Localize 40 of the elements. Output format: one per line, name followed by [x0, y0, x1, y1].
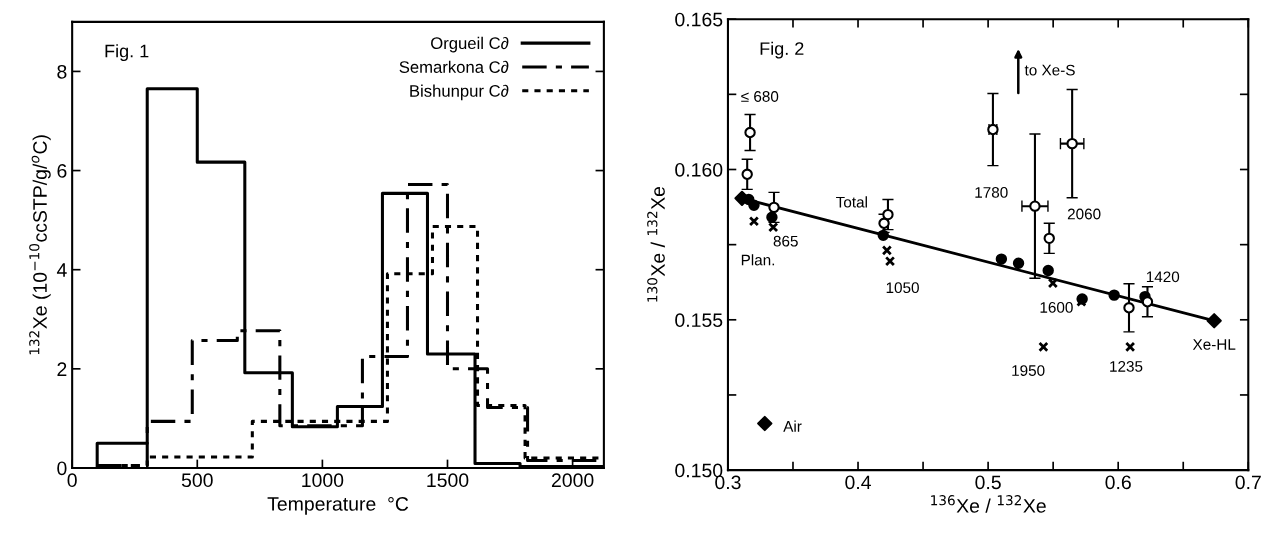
annotation: Fig. 1 — [105, 44, 149, 61]
y-axis-title: $^{130}$Xe / $^{132}$Xe — [647, 186, 665, 302]
y-tick-label: 4 — [56, 263, 67, 277]
x-axis-title: Temperature °C — [267, 497, 409, 515]
annotation: Xe-HL — [1192, 339, 1236, 350]
annotation: ≤ 680 — [741, 91, 779, 102]
legend-label: Bishunpur C∂ — [410, 84, 509, 101]
annotation: Fig. 2 — [760, 41, 804, 59]
y-tick-label: 0.165 — [675, 12, 723, 27]
x-tick-label: 0.4 — [845, 475, 871, 490]
annotation: to Xe-S — [1024, 64, 1075, 76]
y-tick-label: 8 — [57, 64, 67, 79]
x-tick-label: 0.7 — [1235, 475, 1261, 490]
x-axis-title: $^{136}$Xe / $^{132}$Xe — [931, 495, 1046, 513]
x-tick-label: 500 — [181, 473, 213, 488]
x-tick-label: 1000 — [302, 473, 344, 488]
legend-label: Semarkona C∂ — [399, 60, 509, 74]
y-tick-label: 0.155 — [675, 313, 723, 328]
annotation: 865 — [773, 235, 798, 247]
annotation: 1600 — [1040, 301, 1073, 313]
y-tick-label: 0.160 — [675, 162, 723, 177]
annotation: Total — [836, 196, 867, 208]
x-tick-label: 0 — [67, 473, 77, 488]
y-axis-title: $^{132}$Xe (10$^{−10}$ccSTP/g/$^{o}$C) — [29, 135, 51, 355]
annotation: 1420 — [1146, 271, 1180, 283]
annotation: 2060 — [1067, 208, 1101, 220]
x-tick-label: 1500 — [427, 473, 469, 488]
y-tick-label: 2 — [57, 362, 67, 376]
x-tick-label: 2000 — [551, 473, 594, 488]
annotation: Air — [783, 420, 802, 432]
annotation: 1950 — [1012, 365, 1045, 376]
legend-label: Orgueil C∂ — [431, 36, 509, 53]
x-tick-label: 0.5 — [975, 475, 1001, 490]
annotation: 1235 — [1110, 360, 1143, 372]
y-tick-label: 0 — [57, 461, 67, 476]
y-tick-label: 6 — [57, 164, 67, 178]
annotation: 1780 — [975, 186, 1008, 198]
annotation: Plan. — [741, 254, 775, 266]
annotation: 1050 — [886, 282, 919, 294]
x-tick-label: 0.6 — [1105, 475, 1131, 490]
